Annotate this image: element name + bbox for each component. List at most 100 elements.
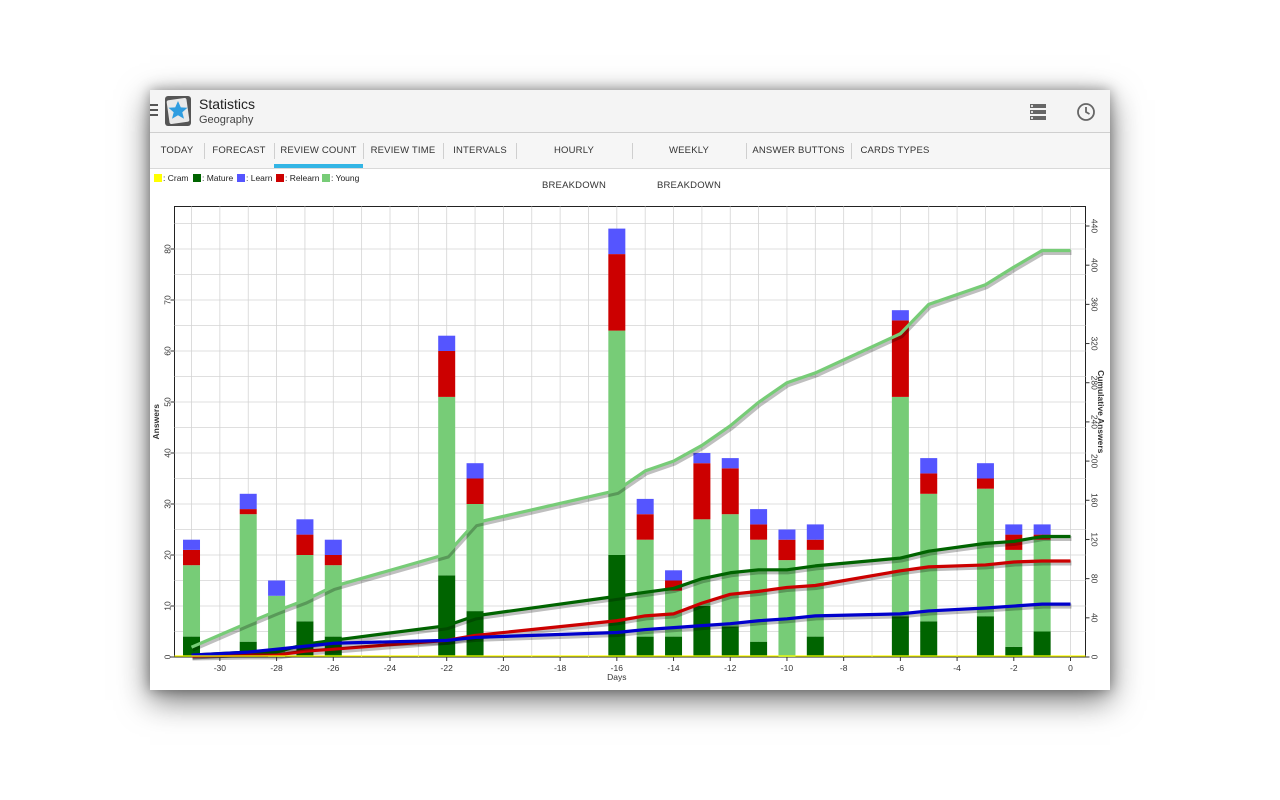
bar-segment-learn — [778, 529, 796, 540]
tab-weekly-breakdown[interactable]: WEEKLY BREAKDOWN — [656, 145, 722, 191]
review-count-chart: -30 -28 -26 -24 -22 -20 -18 -16 -14 -12 -10 -8 -6 -4-… — [151, 206, 1106, 682]
history-icon[interactable] — [1075, 101, 1097, 123]
bar-segment-young — [466, 504, 484, 612]
deck-list-icon[interactable] — [1027, 101, 1049, 123]
y-tick-label: 20 — [163, 550, 173, 560]
x-tick-label: -16 — [611, 663, 624, 673]
bar-segment-learn — [721, 458, 739, 469]
bar-segment-young — [1005, 549, 1023, 647]
bar-segment-relearn — [750, 524, 768, 540]
bar-segment-relearn — [183, 549, 201, 566]
y2-tick-label: 40 — [1090, 613, 1100, 623]
legend-swatch — [193, 174, 201, 182]
tab-forecast[interactable]: FORECAST — [212, 145, 266, 156]
y2-tick-label: 200 — [1090, 454, 1100, 468]
bar-segment-young — [239, 514, 257, 642]
bar-segment-relearn — [324, 555, 342, 566]
x-tick-label: -6 — [897, 663, 905, 673]
bar-segment-young — [636, 539, 654, 637]
bar-segment-relearn — [806, 539, 824, 550]
cumulative-line-shadow — [192, 603, 1072, 660]
bar-segment-relearn — [976, 478, 994, 489]
y2-tick-label: 320 — [1090, 336, 1100, 350]
y-tick-label: 70 — [163, 295, 173, 305]
bar-segment-learn — [976, 463, 994, 479]
tab-cards-types[interactable]: CARDS TYPES — [860, 145, 930, 156]
tab-today[interactable]: TODAY — [160, 145, 194, 156]
x-tick-label: -30 — [214, 663, 227, 673]
tab-hourly-breakdown[interactable]: HOURLY BREAKDOWN — [541, 145, 607, 191]
app-icon[interactable] — [165, 94, 191, 128]
bar-segment-learn — [438, 335, 456, 351]
bar-segment-mature — [750, 641, 768, 657]
bar-segment-mature — [636, 636, 654, 657]
bar-segment-relearn — [296, 534, 314, 555]
bar-segment-learn — [636, 498, 654, 515]
drawer-icon[interactable] — [150, 104, 158, 118]
bar-segment-learn — [296, 519, 314, 535]
bar-segment-learn — [608, 228, 626, 255]
bar-segment-relearn — [891, 320, 909, 397]
x-tick-label: -2 — [1010, 663, 1018, 673]
bar-segment-young — [183, 565, 201, 637]
cumulative-line-mature — [191, 534, 1071, 657]
bar-segment-young — [693, 519, 711, 606]
y-tick-label: 40 — [163, 448, 173, 458]
cumulative-line-relearn — [191, 559, 1071, 658]
bar-segment-learn — [693, 453, 711, 464]
bar-segment-young — [721, 514, 739, 627]
tab-review-time[interactable]: REVIEW TIME — [370, 145, 436, 156]
legend-swatch — [237, 174, 245, 182]
y-tick-label: 50 — [163, 397, 173, 407]
x-tick-label: -12 — [724, 663, 737, 673]
legend-swatch — [276, 174, 284, 182]
bar-segment-young — [296, 555, 314, 622]
x-tick-label: 0 — [1068, 663, 1073, 673]
bar-segment-relearn — [721, 468, 739, 515]
bar-segment-mature — [1033, 631, 1051, 657]
bar-segment-learn — [239, 493, 257, 510]
x-tick-label: -20 — [497, 663, 510, 673]
legend-mature: : Mature — [193, 173, 233, 183]
y-tick-label: 0 — [163, 654, 173, 659]
bar-segment-young — [891, 396, 909, 617]
bar-segment-relearn — [636, 514, 654, 540]
bar-segment-learn — [750, 509, 768, 525]
bar-segment-young — [1033, 539, 1051, 632]
x-tick-label: -8 — [840, 663, 848, 673]
bar-segment-mature — [1005, 646, 1023, 657]
tab-intervals[interactable]: INTERVALS — [453, 145, 507, 156]
bar-segment-learn — [466, 463, 484, 479]
bar-segment-mature — [665, 636, 683, 657]
bar-segment-mature — [693, 606, 711, 657]
bar-segment-mature — [891, 616, 909, 657]
bar-segment-learn — [806, 524, 824, 540]
x-tick-label: -14 — [667, 663, 680, 673]
y-tick-label: 30 — [163, 499, 173, 509]
bar-segment-relearn — [239, 509, 257, 515]
bar-segment-learn — [665, 570, 683, 581]
tab-review-count[interactable]: REVIEW COUNT — [274, 133, 363, 168]
y2-tick-label: 240 — [1090, 415, 1100, 429]
cumulative-line-shadow — [191, 249, 1072, 652]
bar-segment-learn — [183, 539, 201, 550]
bar-segment-mature — [806, 636, 824, 657]
bar-segment-learn — [268, 580, 286, 596]
bar-segment-learn — [1033, 524, 1051, 535]
bar-segment-mature — [976, 616, 994, 657]
bar-segment-learn — [891, 310, 909, 321]
bar-segment-relearn — [466, 478, 484, 504]
y-tick-label: 10 — [163, 601, 173, 611]
y2-tick-label: 160 — [1090, 493, 1100, 507]
bar-segment-relearn — [608, 254, 626, 331]
bar-segment-young — [920, 493, 938, 622]
x-tick-label: -28 — [270, 663, 283, 673]
statistics-window: Statistics Geography TODAY FORECAST REVI… — [150, 90, 1110, 690]
legend-young: : Young — [322, 173, 359, 183]
y2-tick-label: 360 — [1090, 297, 1100, 311]
legend-cram: : Cram — [154, 173, 189, 183]
x-tick-label: -4 — [953, 663, 961, 673]
tab-answer-buttons[interactable]: ANSWER BUTTONS — [752, 145, 845, 156]
bar-segment-young — [324, 565, 342, 637]
x-tick-label: -26 — [327, 663, 340, 673]
